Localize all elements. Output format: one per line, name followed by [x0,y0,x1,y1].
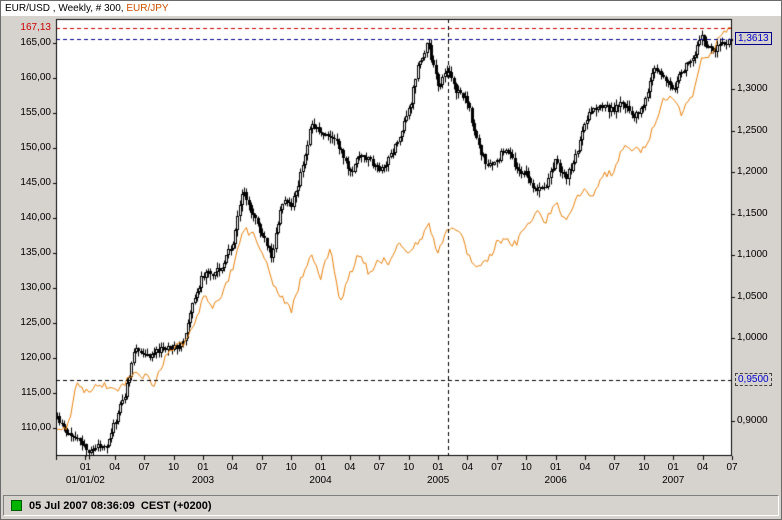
left-axis-label: 150,00 [20,141,51,153]
right-axis-label: 1,1000 [737,249,768,261]
left-axis-label: 125,00 [20,316,51,328]
x-axis-quarter-label: 07 [726,462,738,473]
x-axis-quarter-label: 07 [608,462,620,473]
x-axis-year-label: 2003 [191,475,215,486]
x-axis-quarter-label: 01 [550,462,562,473]
x-axis-year-label: 2005 [426,475,450,486]
left-axis-label: 130,00 [20,281,51,293]
x-axis-quarter-label: 10 [403,462,415,473]
left-axis-label: 140,00 [20,211,51,223]
connection-status-icon [11,500,22,511]
x-axis-quarter-label: 04 [344,462,356,473]
left-axis-label: 135,00 [20,246,51,258]
x-axis-year-label: 2007 [662,475,685,486]
status-bar: 05 Jul 2007 08:36:09 CEST (+0200) [3,495,779,516]
x-axis-quarter-label: 10 [285,462,297,473]
left-axis-label: 165,00 [20,36,51,48]
left-axis-label: 110,00 [21,421,51,433]
chart-title-main: EUR/USD , Weekly, # 300, [5,3,124,14]
x-axis-quarter-label: 04 [579,462,591,473]
x-axis-quarter-label: 04 [109,462,121,473]
left-axis-label: 155,00 [20,106,51,118]
price-level-0950-label: 0,9500 [735,372,772,386]
x-axis-quarter-label: 01 [79,462,91,473]
x-axis-quarter-label: 01 [667,462,679,473]
right-axis-label: 1,1500 [737,207,768,219]
right-axis-label: 1,0500 [737,290,768,302]
x-axis-year-label: 01/01/02 [65,475,105,486]
left-axis-label: 115,00 [21,386,51,398]
right-axis-label: 1,3000 [737,83,768,95]
status-timestamp: 05 Jul 2007 08:36:09 CEST (+0200) [29,499,212,512]
x-axis-year-label: 2004 [309,475,332,486]
x-axis-quarter-label: 07 [138,462,150,473]
left-axis-label: 160,00 [20,71,51,83]
x-axis-quarter-label: 10 [638,462,650,473]
x-axis-quarter-label: 04 [461,462,474,473]
x-axis-quarter-label: 07 [373,462,385,473]
right-axis-label: 1,0000 [737,332,768,344]
eurjpy-current-price-label: 167,13 [20,22,51,34]
x-axis-quarter-label: 01 [197,462,209,473]
left-axis-label: 120,00 [20,351,51,363]
x-axis-quarter-label: 07 [256,462,268,473]
chart-title-overlay: EUR/JPY [123,3,169,14]
right-axis-label: 1,2000 [737,166,768,178]
price-chart-canvas[interactable] [1,16,782,488]
x-axis-quarter-label: 07 [491,462,503,473]
x-axis-quarter-label: 04 [697,462,709,473]
right-axis-label: 0,9000 [737,415,768,427]
chart-title: EUR/USD , Weekly, # 300, EUR/JPY [1,1,781,16]
x-axis-quarter-label: 04 [226,462,238,473]
x-axis-quarter-label: 01 [314,462,327,473]
x-axis-quarter-label: 10 [520,462,532,473]
left-axis-label: 145,00 [20,176,51,188]
x-axis-quarter-label: 10 [168,462,180,473]
x-axis-quarter-label: 01 [432,462,444,473]
right-axis-label: 1,2500 [737,124,768,136]
x-axis-year-label: 2006 [544,475,567,486]
eurusd-current-price-label: 1,3613 [735,31,772,45]
chart-area: 165,00 160,00 155,00 150,00 145,00 140,00 135,… [1,16,782,488]
